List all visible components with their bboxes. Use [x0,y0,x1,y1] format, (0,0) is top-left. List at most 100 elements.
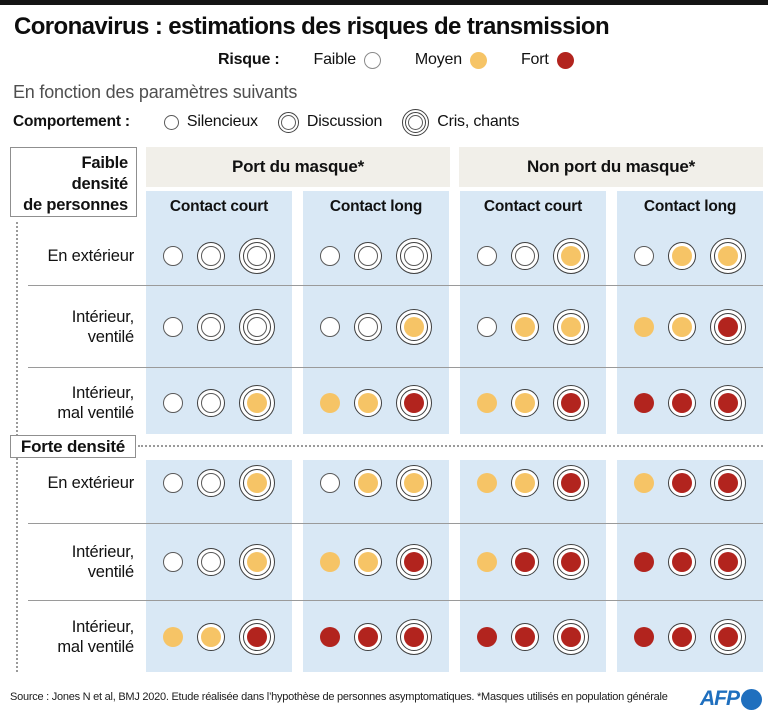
risk-circle-faible [320,317,340,337]
behavior-legend-item-label: Silencieux [186,113,258,130]
row-label: Intérieur, ventilé [71,542,134,581]
risk-circle-faible [163,552,183,572]
risk-cell [146,235,292,277]
behavior-ring [277,111,299,133]
risk-circle-moyen [247,393,267,413]
behavior-ring [400,389,428,417]
behavior-ring [354,389,382,417]
risk-circle-faible [201,246,221,266]
risk-circle-moyen [634,473,654,493]
risk-circle-moyen [477,473,497,493]
risk-circle-fort [718,473,738,493]
risk-circle-moyen [515,393,535,413]
behavior-ring [557,313,585,341]
afp-logo-text: AFP [700,687,740,710]
behavior-ring [243,313,271,341]
row-label: Intérieur, mal ventilé [57,383,134,422]
risk-circle-moyen [672,317,692,337]
risk-circle-moyen [358,473,378,493]
risk-cell [460,541,606,583]
risk-circle-moyen [515,317,535,337]
behavior-ring [239,385,275,421]
behavior-ring [557,623,585,651]
risk-circle-fort [634,393,654,413]
behavior-ring [714,548,742,576]
risk-circle-fort [358,627,378,647]
risk-circle-moyen [561,246,581,266]
risk-cell [303,382,449,424]
behavior-ring [710,544,746,580]
risk-circle-fort [672,552,692,572]
behavior-ring [396,385,432,421]
risk-legend-dot-faible [363,51,381,69]
behavior-ring [400,548,428,576]
risk-circle-moyen [320,552,340,572]
risk-circle-faible [247,246,267,266]
risk-circle-faible [163,246,183,266]
behavior-ring [714,313,742,341]
behavior-ring [239,619,275,655]
behavior-ring [668,313,696,341]
risk-circle-faible [163,393,183,413]
risk-legend-item-label: Fort [520,51,549,68]
behavior-ring [553,385,589,421]
risk-legend-item-label: Moyen [414,51,462,68]
behavior-ring [710,465,746,501]
risk-circle-fort [404,627,424,647]
risk-circle-moyen [404,317,424,337]
behavior-ring [511,469,539,497]
risk-cell [146,541,292,583]
behavior-ring [714,242,742,270]
top-black-bar [0,0,768,5]
subcolumn-header: Contact court [169,197,269,215]
risk-cell [303,235,449,277]
risk-circle-fort [634,552,654,572]
risk-legend-items: Faible Moyen Fort [314,51,574,69]
risk-cell [617,616,763,658]
behavior-ring [197,313,225,341]
behavior-ring [714,623,742,651]
behavior-ring [714,389,742,417]
behavior-ring [354,469,382,497]
risk-circle-faible [408,114,424,130]
risk-circle-fort [477,627,497,647]
behavior-ring [239,544,275,580]
behavior-ring [354,623,382,651]
behavior-ring [553,465,589,501]
risk-circle-moyen [320,393,340,413]
behavior-ring [405,111,427,133]
behavior-legend-item: Silencieux [163,109,258,136]
risk-legend-dot-moyen [469,51,487,69]
risk-cell [146,306,292,348]
afp-logo: AFP [700,687,762,711]
behavior-ring [400,313,428,341]
behavior-legend: Comportement : Silencieux Discussion Cris,… [13,108,519,136]
risk-cell [617,541,763,583]
row-label: En extérieur [47,473,134,492]
behavior-ring [243,242,271,270]
risk-circle-moyen [477,552,497,572]
risk-circle-faible [163,473,183,493]
behavior-ring [710,238,746,274]
risk-cell [460,616,606,658]
behavior-ring [197,389,225,417]
risk-circle-moyen [404,473,424,493]
risk-legend-item-label: Faible [313,51,357,68]
behavior-ring [710,309,746,345]
risk-circle-fort [672,627,692,647]
risk-circle-faible [163,114,179,130]
behavior-legend-items: Silencieux Discussion Cris, chants [163,108,519,136]
risk-cell [460,306,606,348]
behavior-ring [396,619,432,655]
risk-cell [617,306,763,348]
risk-circle-fort [561,393,581,413]
risk-circle-faible [358,246,378,266]
risk-circle-fort [634,627,654,647]
risk-cell [146,382,292,424]
behavior-legend-label: Comportement : [13,113,130,130]
behavior-ring [400,623,428,651]
risk-circle-faible [634,246,654,266]
risk-circle-fort [561,473,581,493]
risk-circle-moyen [201,627,221,647]
risk-circle-moyen [247,552,267,572]
